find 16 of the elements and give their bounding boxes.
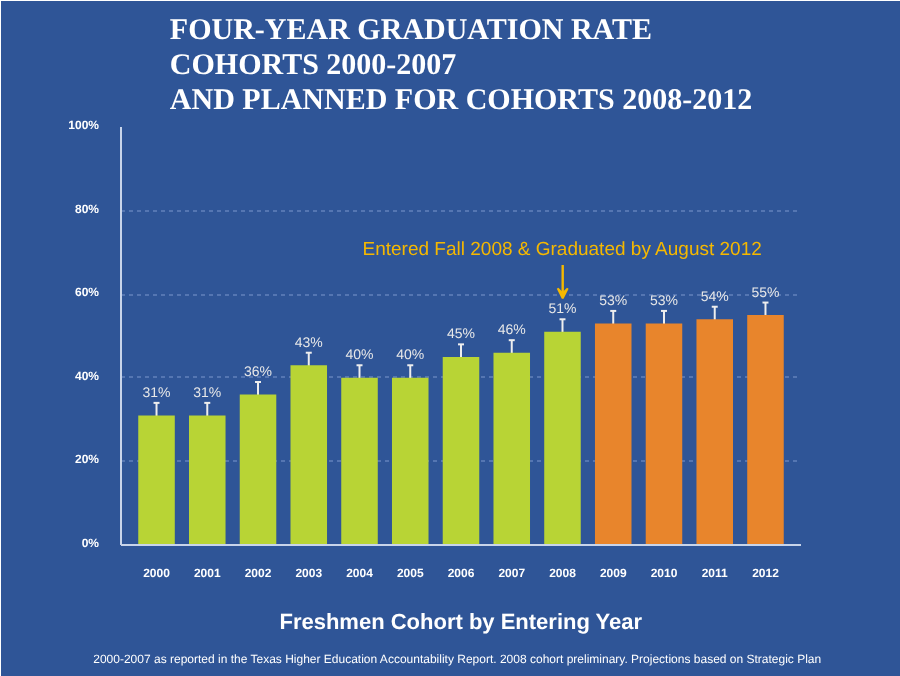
bar xyxy=(747,315,784,545)
bar xyxy=(493,352,531,545)
annotation: Entered Fall 2008 & Graduated by August 2012 xyxy=(362,238,762,261)
bar xyxy=(645,323,683,545)
bar xyxy=(544,331,581,545)
bar xyxy=(341,377,378,545)
bar xyxy=(594,323,632,545)
bar xyxy=(696,319,733,545)
bar xyxy=(189,415,226,545)
bar xyxy=(391,377,429,545)
bar xyxy=(442,356,480,545)
bar xyxy=(138,415,175,545)
chart-title: FOUR-YEAR GRADUATION RATE COHORTS 2000-2007 AND PLANNED FOR COHORTS 2008-2012 xyxy=(169,14,753,117)
bar xyxy=(239,394,277,545)
x-axis-title: Freshmen Cohort by Entering Year xyxy=(279,611,644,635)
bar xyxy=(290,365,328,545)
